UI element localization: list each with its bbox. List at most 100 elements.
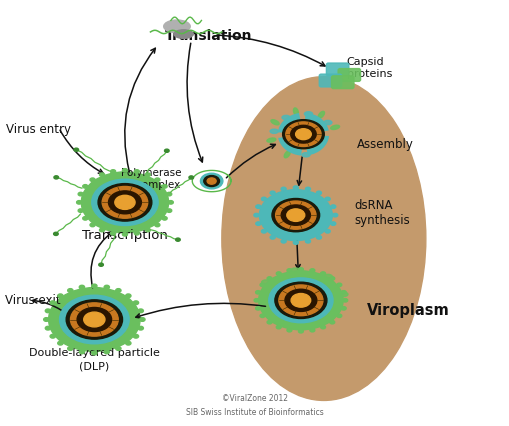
Ellipse shape — [164, 149, 169, 153]
Ellipse shape — [293, 186, 298, 190]
Text: Transcription: Transcription — [82, 229, 167, 242]
Ellipse shape — [92, 351, 97, 355]
Ellipse shape — [281, 115, 290, 120]
Ellipse shape — [207, 178, 216, 184]
Ellipse shape — [270, 236, 275, 239]
Ellipse shape — [253, 299, 259, 302]
Ellipse shape — [282, 120, 324, 149]
Ellipse shape — [298, 330, 303, 333]
Text: Capsid
proteins: Capsid proteins — [346, 58, 391, 79]
Ellipse shape — [275, 201, 316, 229]
Ellipse shape — [261, 230, 266, 233]
Ellipse shape — [323, 121, 331, 125]
Ellipse shape — [122, 233, 127, 236]
Ellipse shape — [304, 112, 312, 116]
Ellipse shape — [116, 289, 121, 292]
Ellipse shape — [330, 222, 335, 225]
Ellipse shape — [125, 341, 131, 345]
Ellipse shape — [280, 187, 286, 191]
Ellipse shape — [99, 173, 104, 176]
Ellipse shape — [104, 350, 109, 354]
Ellipse shape — [316, 191, 321, 195]
Ellipse shape — [276, 325, 280, 329]
Ellipse shape — [44, 318, 49, 321]
Ellipse shape — [155, 178, 159, 181]
Ellipse shape — [90, 223, 95, 227]
Ellipse shape — [261, 280, 270, 285]
Ellipse shape — [287, 328, 291, 332]
Ellipse shape — [108, 191, 141, 214]
Text: Double-layered particle: Double-layered particle — [29, 348, 159, 358]
Ellipse shape — [285, 289, 316, 311]
Ellipse shape — [330, 205, 335, 208]
Ellipse shape — [115, 195, 135, 210]
Ellipse shape — [293, 108, 298, 115]
Ellipse shape — [287, 269, 291, 272]
Ellipse shape — [256, 205, 261, 208]
Text: Assembly: Assembly — [356, 138, 413, 151]
Ellipse shape — [77, 308, 111, 331]
Ellipse shape — [309, 269, 314, 272]
Text: (DLP): (DLP) — [79, 361, 109, 371]
Ellipse shape — [278, 285, 322, 316]
Text: dsRNA
synthesis: dsRNA synthesis — [354, 199, 409, 227]
Ellipse shape — [99, 263, 103, 266]
Ellipse shape — [259, 190, 332, 241]
Ellipse shape — [133, 301, 138, 305]
Ellipse shape — [260, 314, 265, 317]
Ellipse shape — [309, 328, 314, 332]
Ellipse shape — [125, 294, 131, 298]
Ellipse shape — [280, 239, 286, 243]
Ellipse shape — [316, 236, 321, 239]
Text: Translation: Translation — [165, 29, 252, 43]
Ellipse shape — [267, 320, 271, 324]
Ellipse shape — [305, 239, 310, 243]
Text: Virus entry: Virus entry — [6, 124, 71, 136]
Ellipse shape — [45, 309, 50, 313]
Ellipse shape — [291, 294, 310, 307]
Ellipse shape — [104, 285, 109, 289]
Ellipse shape — [329, 277, 334, 280]
Ellipse shape — [50, 334, 55, 338]
Ellipse shape — [163, 20, 190, 33]
FancyBboxPatch shape — [326, 63, 348, 76]
Text: Virus exit: Virus exit — [5, 294, 61, 307]
Ellipse shape — [145, 173, 150, 176]
Ellipse shape — [330, 125, 339, 130]
Ellipse shape — [320, 325, 325, 329]
Ellipse shape — [318, 111, 324, 118]
Ellipse shape — [320, 272, 325, 275]
Ellipse shape — [82, 184, 88, 188]
Ellipse shape — [92, 179, 158, 225]
Ellipse shape — [267, 277, 271, 280]
Ellipse shape — [284, 151, 290, 158]
Ellipse shape — [78, 209, 83, 213]
Text: ©ViralZone 2012
SIB Swiss Institute of Bioinformatics: ©ViralZone 2012 SIB Swiss Institute of B… — [186, 394, 323, 417]
Ellipse shape — [74, 148, 78, 151]
Ellipse shape — [102, 187, 148, 218]
Ellipse shape — [110, 231, 116, 235]
Ellipse shape — [189, 176, 193, 179]
Ellipse shape — [255, 307, 260, 310]
Ellipse shape — [53, 232, 58, 236]
Ellipse shape — [92, 284, 97, 288]
Ellipse shape — [68, 289, 73, 292]
Ellipse shape — [342, 299, 347, 302]
Ellipse shape — [60, 295, 129, 344]
Wedge shape — [277, 134, 303, 155]
Ellipse shape — [329, 320, 334, 324]
Ellipse shape — [139, 318, 145, 321]
Ellipse shape — [260, 283, 265, 287]
Ellipse shape — [285, 122, 321, 147]
Ellipse shape — [99, 228, 104, 232]
Ellipse shape — [255, 291, 260, 294]
Ellipse shape — [70, 303, 118, 336]
Ellipse shape — [155, 223, 159, 227]
Ellipse shape — [221, 77, 425, 400]
Ellipse shape — [166, 209, 172, 213]
Ellipse shape — [325, 230, 329, 233]
Ellipse shape — [271, 199, 319, 232]
Ellipse shape — [290, 268, 299, 273]
Ellipse shape — [138, 326, 143, 330]
Ellipse shape — [83, 312, 105, 327]
